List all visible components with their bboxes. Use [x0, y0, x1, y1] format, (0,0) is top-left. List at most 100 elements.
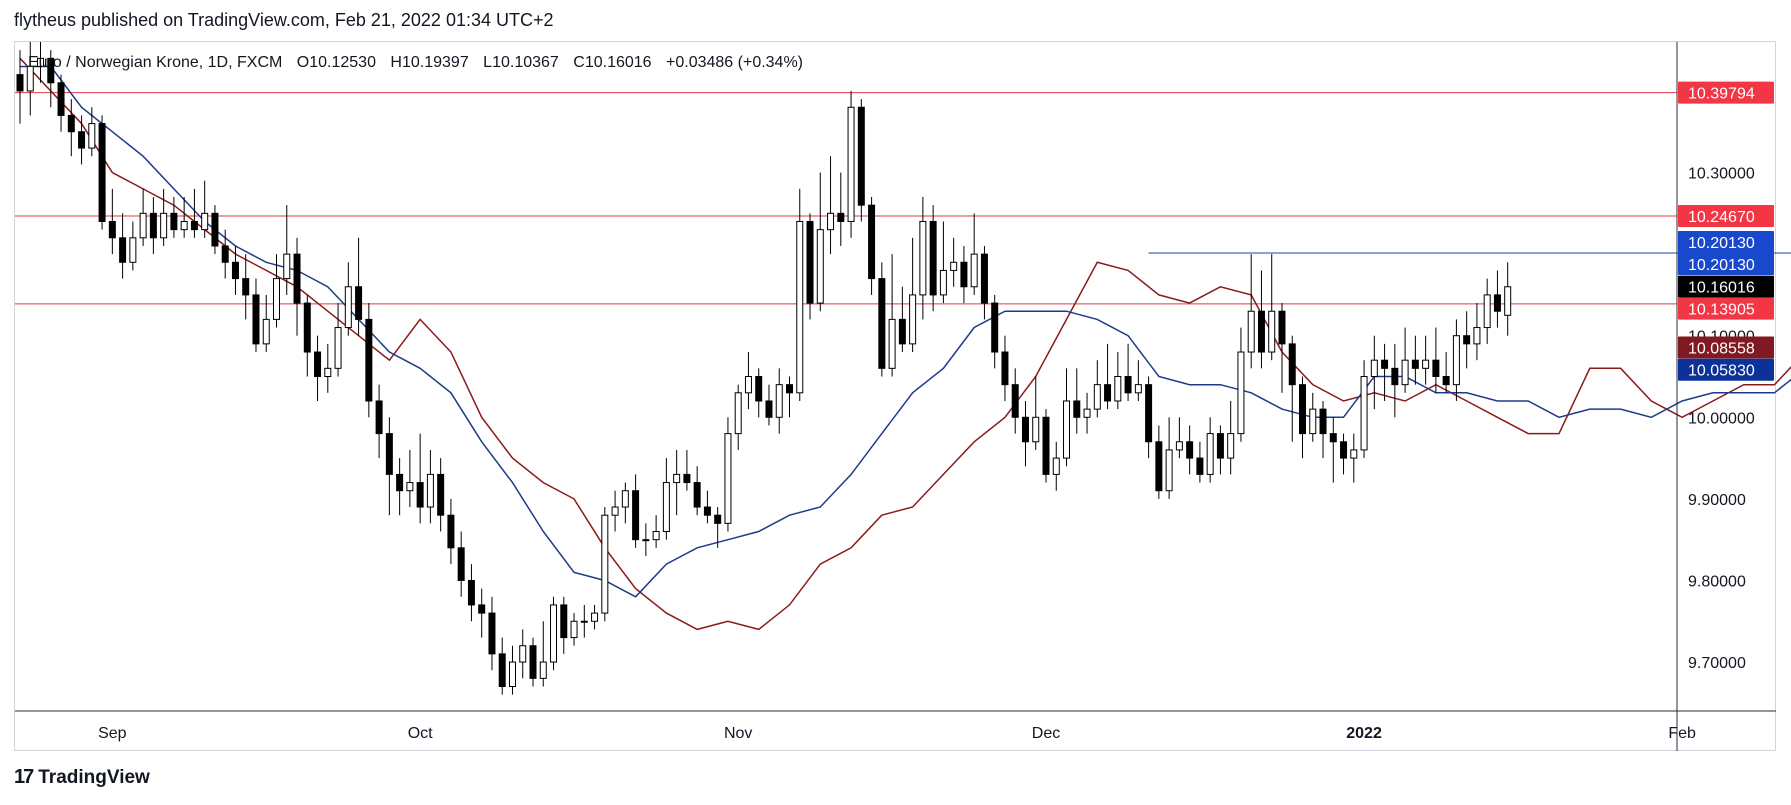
candle-down — [878, 278, 886, 369]
tradingview-brand: TradingView — [38, 766, 150, 788]
price-axis-badge-label: 10.05830 — [1688, 363, 1755, 380]
candle-up — [262, 318, 270, 345]
candle-up — [88, 123, 96, 149]
candle-up — [1452, 335, 1460, 386]
candle-down — [1021, 416, 1029, 443]
candle-down — [365, 318, 373, 402]
candle-down — [149, 212, 157, 239]
candle-down — [1463, 335, 1471, 345]
x-tick-label: 2022 — [1346, 725, 1382, 742]
candle-up — [539, 661, 547, 679]
candle-down — [529, 645, 537, 679]
chart-frame[interactable] — [14, 41, 1776, 751]
candle-up — [662, 482, 670, 533]
candle-down — [980, 253, 988, 304]
candle-up — [1063, 400, 1071, 459]
candle-down — [1104, 384, 1112, 402]
candle-up — [1309, 408, 1317, 435]
candle-down — [108, 220, 116, 239]
price-axis-badge-label: 10.20130 — [1688, 235, 1755, 252]
candle-up — [888, 318, 896, 369]
candle-up — [1032, 416, 1040, 443]
candle-up — [344, 286, 352, 329]
candle-up — [1268, 310, 1276, 353]
moving-average-line — [19, 57, 1791, 631]
candle-up — [601, 514, 609, 614]
candle-up — [180, 220, 188, 231]
candle-up — [1504, 286, 1512, 316]
candle-up — [1422, 359, 1430, 369]
candle-down — [1340, 441, 1348, 459]
moving-average-line — [20, 65, 1791, 598]
candle-up — [1083, 408, 1091, 418]
candle-up — [970, 253, 978, 288]
candle-up — [909, 294, 917, 345]
tradingview-footer[interactable]: 17 TradingView — [14, 766, 150, 789]
candle-down — [1442, 376, 1450, 386]
candle-up — [611, 506, 619, 516]
candle-up — [734, 392, 742, 435]
candle-up — [1134, 384, 1142, 394]
candle-up — [744, 376, 752, 394]
candle-up — [324, 367, 332, 377]
price-axis-badge-label: 10.08558 — [1688, 340, 1755, 357]
candle-down — [1381, 359, 1389, 369]
candle-down — [47, 57, 55, 84]
price-axis-badge — [1678, 81, 1774, 104]
price-axis-badge — [1678, 205, 1774, 228]
candle-up — [1360, 376, 1368, 451]
candle-down — [447, 514, 455, 549]
price-axis-badge — [1678, 231, 1774, 254]
price-axis-badge — [1678, 297, 1774, 320]
candle-up — [673, 473, 681, 484]
candle-down — [1186, 441, 1194, 459]
candle-down — [355, 286, 363, 320]
candle-down — [190, 220, 198, 231]
candle-up — [1350, 449, 1358, 459]
candle-up — [919, 220, 927, 296]
candle-up — [334, 327, 342, 369]
candle-up — [939, 269, 947, 296]
candle-up — [1206, 433, 1214, 475]
candle-up — [26, 65, 34, 92]
candle-down — [1001, 351, 1009, 386]
price-axis-badge — [1678, 358, 1774, 381]
candle-down — [170, 212, 178, 231]
candle-down — [293, 253, 301, 304]
y-tick-label: 10.30000 — [1688, 166, 1755, 183]
candle-down — [119, 237, 127, 263]
candle-down — [1216, 433, 1224, 459]
x-tick-label: Nov — [724, 725, 752, 742]
candle-down — [1319, 408, 1327, 435]
candle-up — [201, 212, 209, 231]
y-tick-label: 9.80000 — [1688, 573, 1746, 590]
candle-down — [898, 318, 906, 345]
candle-down — [1278, 310, 1286, 345]
candle-up — [652, 531, 660, 541]
candle-up — [1052, 457, 1060, 475]
candle-up — [1227, 433, 1235, 459]
candle-up — [591, 612, 599, 622]
candle-down — [211, 212, 219, 247]
candle-up — [1114, 376, 1122, 402]
candle-up — [1473, 327, 1481, 345]
candle-down — [375, 400, 383, 435]
candle-down — [242, 278, 250, 296]
price-change: +0.03486 (+0.34%) — [666, 54, 804, 71]
y-tick-label: 9.90000 — [1688, 492, 1746, 509]
candle-down — [1288, 343, 1296, 386]
x-tick-label: Feb — [1668, 725, 1696, 742]
candle-down — [385, 433, 393, 475]
candle-down — [837, 212, 845, 222]
symbol-legend: Euro / Norwegian Krone, 1D, FXCM O10.125… — [28, 54, 813, 72]
candle-up — [283, 253, 291, 280]
price-axis-badge-label: 10.20130 — [1688, 257, 1755, 274]
candle-down — [1432, 359, 1440, 377]
candle-down — [467, 579, 475, 606]
candle-down — [78, 131, 86, 149]
candle-up — [1370, 359, 1378, 377]
candle-down — [1042, 416, 1050, 475]
x-tick-label: Oct — [408, 725, 433, 742]
y-tick-label: 10.00000 — [1688, 410, 1755, 427]
